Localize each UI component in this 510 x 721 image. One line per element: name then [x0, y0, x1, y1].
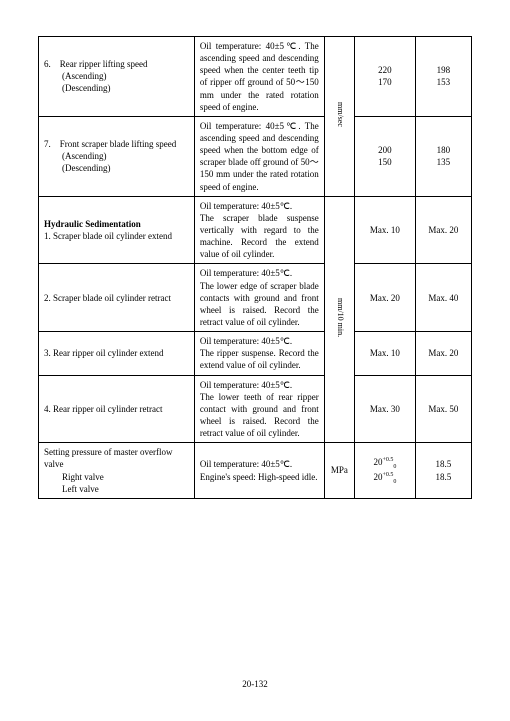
row-desc: Oil temperature: 40±5℃. Engine's speed: …	[194, 443, 324, 499]
row-desc: Oil temperature: 40±5℃. The lower edge o…	[194, 264, 324, 332]
table-row: 7. Front scraper blade lifting speed (As…	[39, 116, 472, 196]
row-desc: Oil temperature: 40±5℃. The ascending sp…	[194, 37, 324, 117]
table-row: Setting pressure of master overflow valv…	[39, 443, 472, 499]
row-label: 7. Front scraper blade lifting speed (As…	[39, 116, 195, 196]
value-cell: Max. 40	[415, 264, 471, 332]
row-label: 2. Scraper blade oil cylinder retract	[39, 264, 195, 332]
value-cell: Max. 10	[355, 332, 416, 375]
spec-table: 6. Rear ripper lifting speed (Ascending)…	[38, 36, 472, 499]
unit-cell: mm/sec	[324, 37, 354, 197]
unit-cell: MPa	[324, 443, 354, 499]
unit-label: mm/10 min.	[334, 298, 345, 337]
value-cell: 18.518.5	[415, 443, 471, 499]
value-cell: 20+0.5020+0.50	[355, 443, 416, 499]
value-cell: 198153	[415, 37, 471, 117]
table-row: Hydraulic Sedimentation1. Scraper blade …	[39, 196, 472, 264]
page-number: 20-132	[0, 679, 510, 689]
row-desc: Oil temperature: 40±5℃. The lower teeth …	[194, 375, 324, 443]
value-cell: 200150	[355, 116, 416, 196]
row-label: 4. Rear ripper oil cylinder retract	[39, 375, 195, 443]
value-cell: Max. 30	[355, 375, 416, 443]
row-label: 3. Rear ripper oil cylinder extend	[39, 332, 195, 375]
row-label: Hydraulic Sedimentation1. Scraper blade …	[39, 196, 195, 264]
value-cell: Max. 10	[355, 196, 416, 264]
row-label: Setting pressure of master overflow valv…	[39, 443, 195, 499]
value-cell: 180135	[415, 116, 471, 196]
value-cell: Max. 20	[355, 264, 416, 332]
value-cell: Max. 50	[415, 375, 471, 443]
row-desc: Oil temperature: 40±5℃. The ascending sp…	[194, 116, 324, 196]
unit-label: mm/sec	[334, 102, 345, 127]
table-row: 4. Rear ripper oil cylinder retract Oil …	[39, 375, 472, 443]
table-row: 2. Scraper blade oil cylinder retract Oi…	[39, 264, 472, 332]
table-row: 3. Rear ripper oil cylinder extend Oil t…	[39, 332, 472, 375]
row-desc: Oil temperature: 40±5℃. The ripper suspe…	[194, 332, 324, 375]
unit-cell: mm/10 min.	[324, 196, 354, 443]
value-cell: 220170	[355, 37, 416, 117]
value-cell: Max. 20	[415, 332, 471, 375]
section-title: Hydraulic Sedimentation	[44, 219, 141, 229]
row-desc: Oil temperature: 40±5℃. The scraper blad…	[194, 196, 324, 264]
table-row: 6. Rear ripper lifting speed (Ascending)…	[39, 37, 472, 117]
value-cell: Max. 20	[415, 196, 471, 264]
row-label: 6. Rear ripper lifting speed (Ascending)…	[39, 37, 195, 117]
